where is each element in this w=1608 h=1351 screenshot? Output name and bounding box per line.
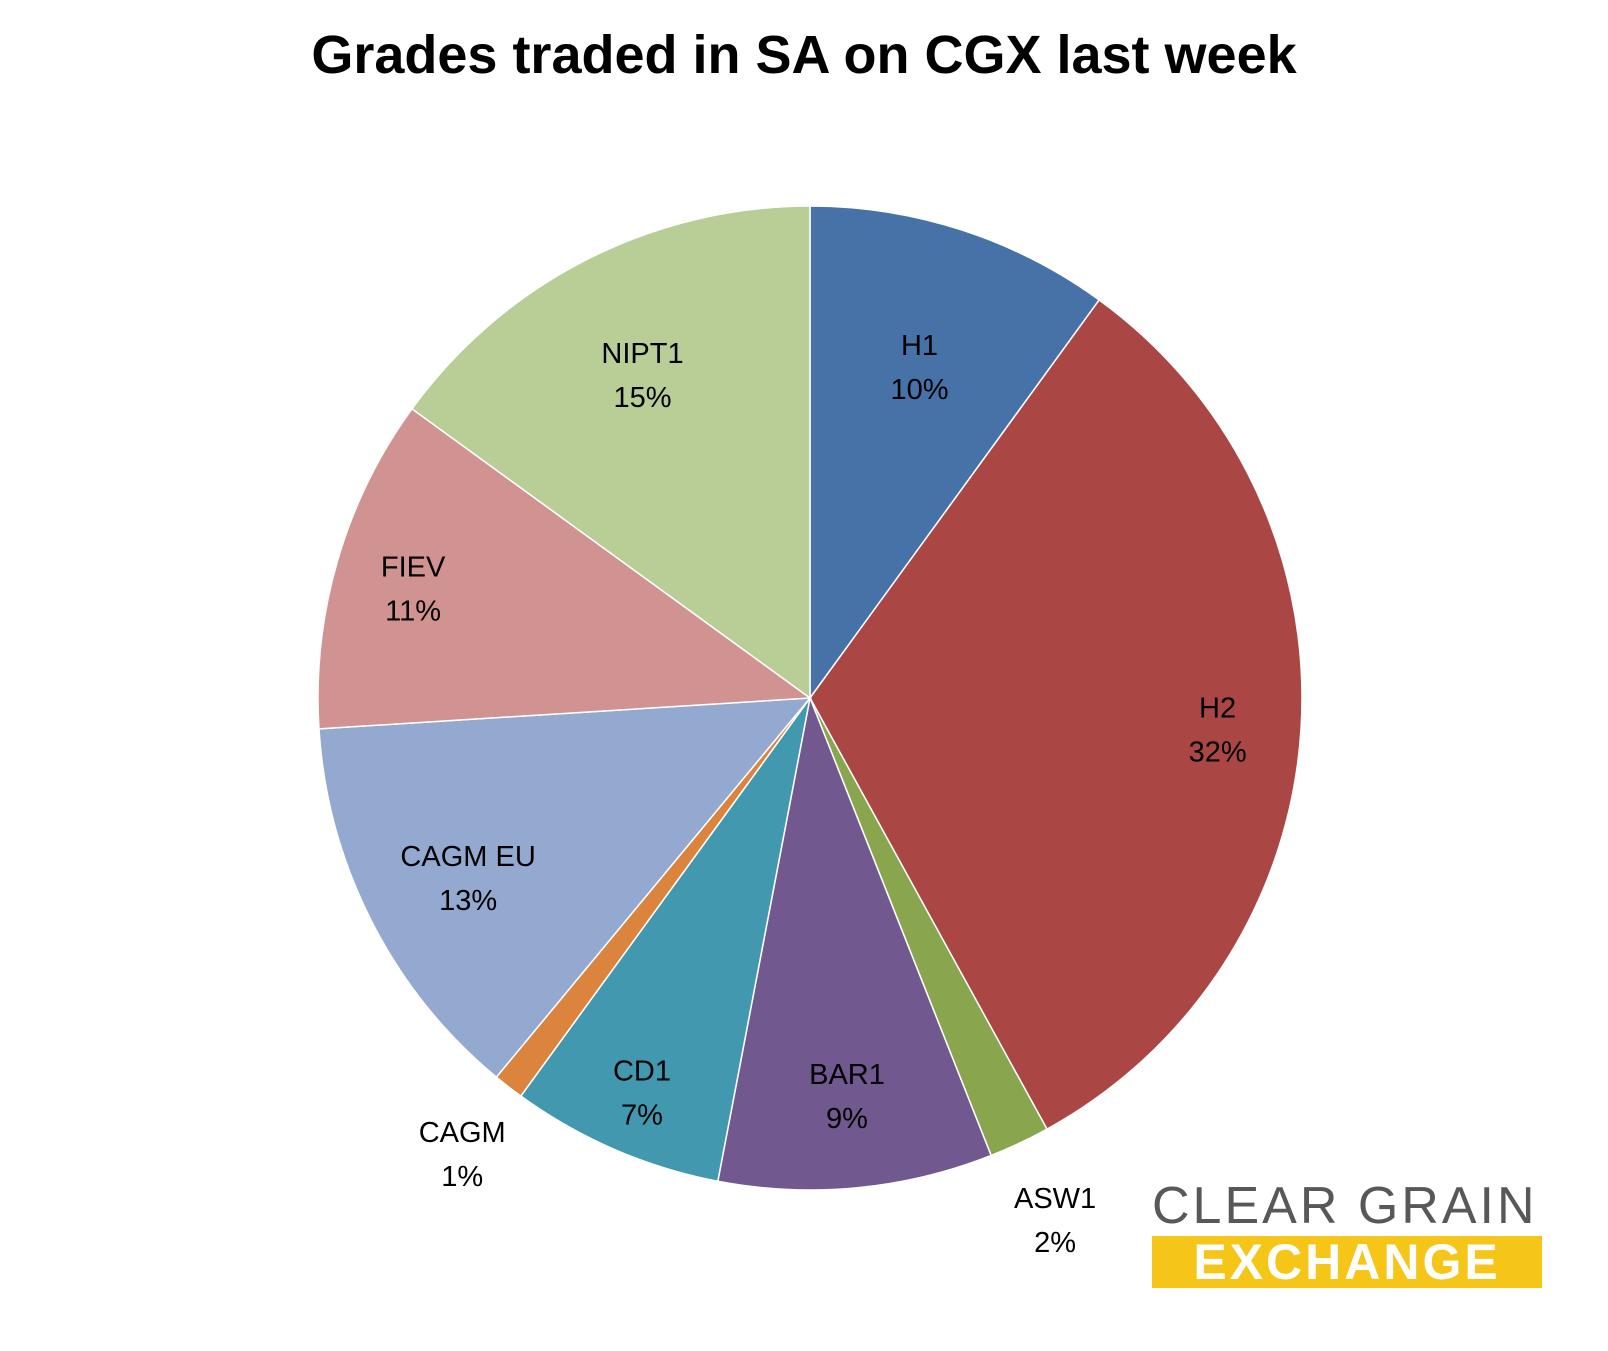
slice-value-h2: 32%	[1189, 737, 1247, 769]
pie-slice-h1	[809, 205, 1101, 701]
clear-grain-exchange-logo: CLEAR GRAIN EXCHANGE	[1152, 1180, 1542, 1288]
pie-slice-h2	[809, 298, 1303, 1131]
slice-label-nipt1: NIPT1	[601, 338, 683, 370]
slice-value-cagm-eu: 13%	[439, 885, 497, 917]
slice-label-bar1: BAR1	[809, 1059, 885, 1091]
slice-value-asw1: 2%	[1034, 1227, 1076, 1259]
logo-line-1: CLEAR GRAIN	[1152, 1177, 1538, 1235]
slice-value-fiev: 11%	[385, 596, 441, 628]
slice-value-h1: 10%	[890, 374, 948, 406]
pie-labels: H1 10% H2 32% ASW1 2% BAR1 9% CD1 7% CAGM 1% CAGM EU…	[381, 330, 1247, 1259]
slice-label-cagm-eu: CAGM EU	[400, 841, 535, 873]
pie-slice-nipt1	[410, 205, 811, 700]
pie-slice-cd1	[519, 697, 811, 1183]
slice-value-cd1: 7%	[621, 1099, 663, 1131]
pie-slice-fiev	[317, 407, 813, 730]
slice-label-h1: H1	[901, 330, 938, 362]
pie-slices	[317, 205, 1303, 1191]
slice-label-cd1: CD1	[613, 1055, 671, 1087]
pie-slice-bar1	[716, 695, 993, 1191]
slice-label-fiev: FIEV	[381, 552, 446, 584]
slice-label-asw1: ASW1	[1014, 1183, 1096, 1215]
slice-value-bar1: 9%	[826, 1103, 868, 1135]
slice-label-h2: H2	[1199, 693, 1236, 725]
pie-slice-cagm-eu	[318, 697, 812, 1079]
logo-line-2: EXCHANGE	[1152, 1236, 1542, 1288]
slice-label-cagm: CAGM	[419, 1117, 506, 1149]
slice-value-nipt1: 15%	[613, 382, 671, 414]
chart-title: Grades traded in SA on CGX last week	[311, 25, 1297, 85]
slice-value-cagm: 1%	[441, 1161, 483, 1193]
